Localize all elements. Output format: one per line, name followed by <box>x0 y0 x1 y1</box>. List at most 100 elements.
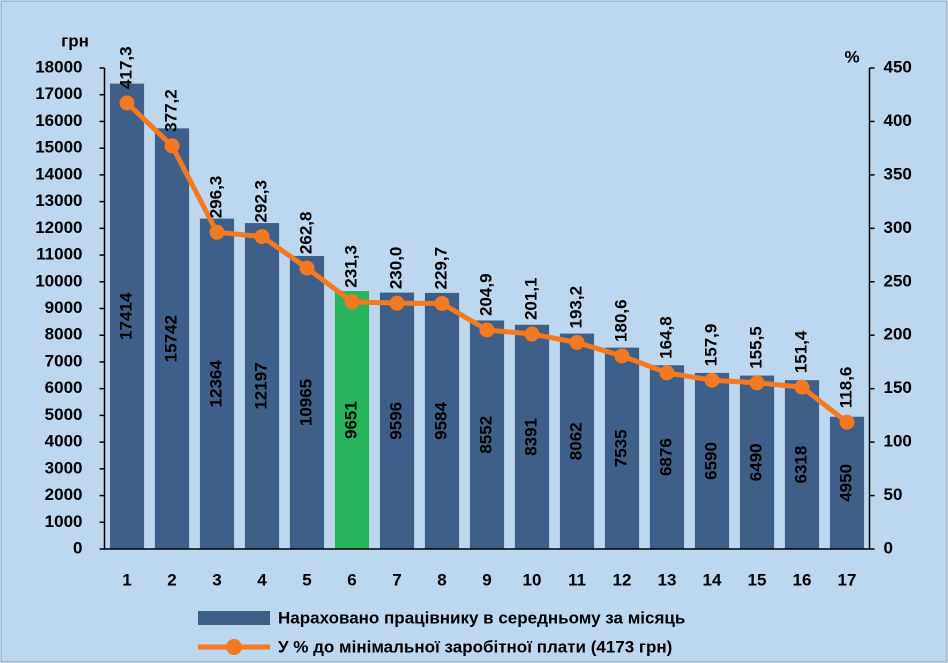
bar <box>469 320 505 549</box>
x-tick-label: 3 <box>212 570 221 589</box>
legend-label: У % до мінімальної заробітної плати (417… <box>278 637 672 656</box>
x-tick-label: 15 <box>748 570 767 589</box>
y-axis-unit: грн <box>61 31 89 50</box>
y-tick-label: 14000 <box>35 164 82 183</box>
y-tick-label: 13000 <box>35 191 82 210</box>
line-value-label: 229,7 <box>431 247 450 290</box>
y2-tick-label: 400 <box>884 111 912 130</box>
line-marker <box>614 348 630 364</box>
bar-value-label: 9584 <box>431 401 450 439</box>
y2-tick-label: 100 <box>884 432 912 451</box>
y2-tick-label: 300 <box>884 218 912 237</box>
x-tick-label: 12 <box>613 570 632 589</box>
legend-label: Нараховано працівнику в середньому за мі… <box>278 608 685 627</box>
x-tick-label: 7 <box>392 570 401 589</box>
line-value-label: 164,8 <box>656 316 675 359</box>
y-tick-label: 12000 <box>35 218 82 237</box>
bar-value-label: 12364 <box>206 360 225 408</box>
y2-tick-label: 350 <box>884 164 912 183</box>
x-tick-label: 4 <box>257 570 267 589</box>
bar <box>424 292 460 549</box>
line-value-label: 292,3 <box>251 180 270 223</box>
bar <box>109 83 145 549</box>
line-value-label: 180,6 <box>611 299 630 342</box>
bar <box>514 324 550 549</box>
line-value-label: 377,2 <box>161 89 180 132</box>
bar <box>244 223 280 549</box>
x-tick-label: 16 <box>793 570 812 589</box>
bar-value-label: 4950 <box>836 464 855 502</box>
line-value-label: 201,1 <box>521 277 540 320</box>
y-tick-label: 1000 <box>45 512 83 531</box>
line-marker <box>344 294 360 310</box>
x-tick-label: 8 <box>437 570 446 589</box>
x-tick-label: 5 <box>302 570 311 589</box>
y-tick-label: 4000 <box>45 432 83 451</box>
bar-value-label: 8552 <box>476 416 495 454</box>
bar-value-label: 8062 <box>566 422 585 460</box>
y2-tick-label: 150 <box>884 378 912 397</box>
line-marker <box>524 326 540 342</box>
line-marker <box>569 334 585 350</box>
x-tick-label: 13 <box>658 570 677 589</box>
line-value-label: 193,2 <box>566 286 585 329</box>
x-tick-label: 9 <box>482 570 491 589</box>
bar-value-label: 6318 <box>791 446 810 484</box>
bar-value-label: 8391 <box>521 418 540 456</box>
line-marker <box>479 322 495 338</box>
bar-value-label: 6590 <box>701 442 720 480</box>
x-tick-label: 2 <box>167 570 176 589</box>
bar <box>739 375 775 549</box>
line-marker <box>659 365 675 381</box>
y-tick-label: 17000 <box>35 84 82 103</box>
y2-axis-unit: % <box>844 47 859 66</box>
x-tick-label: 14 <box>703 570 722 589</box>
line-marker <box>794 379 810 395</box>
bar <box>154 128 190 549</box>
y-tick-label: 6000 <box>45 378 83 397</box>
line-value-label: 230,0 <box>386 247 405 290</box>
line-marker <box>164 138 180 154</box>
bar-value-label: 9596 <box>386 402 405 440</box>
bar-value-label: 9651 <box>341 401 360 439</box>
y-tick-label: 11000 <box>36 245 82 264</box>
bar-value-label: 15742 <box>161 315 180 362</box>
bar-value-label: 10965 <box>296 379 315 426</box>
legend-swatch-marker <box>226 639 242 655</box>
line-marker <box>839 414 855 430</box>
bar <box>559 333 595 549</box>
line-marker <box>704 372 720 388</box>
line-value-label: 118,6 <box>836 367 855 409</box>
y-tick-label: 8000 <box>45 325 83 344</box>
y2-tick-label: 200 <box>884 325 912 344</box>
line-marker <box>299 260 315 276</box>
bar <box>199 218 235 549</box>
line-value-label: 417,3 <box>116 46 135 89</box>
line-marker <box>119 95 135 111</box>
bar-value-label: 12197 <box>251 362 270 409</box>
line-value-label: 262,8 <box>296 212 315 255</box>
bar <box>334 291 370 549</box>
line-marker <box>389 295 405 311</box>
bar <box>784 380 820 549</box>
bar <box>694 372 730 549</box>
line-marker <box>749 375 765 391</box>
bar <box>649 365 685 549</box>
bar <box>379 292 415 549</box>
line-value-label: 155,5 <box>746 326 765 369</box>
x-tick-label: 17 <box>838 570 857 589</box>
bar-value-label: 6876 <box>656 438 675 476</box>
legend-swatch-bar <box>198 611 270 625</box>
bar-value-label: 17414 <box>116 292 135 340</box>
line-value-label: 157,9 <box>701 324 720 367</box>
bar <box>604 347 640 549</box>
y-tick-label: 7000 <box>45 351 83 370</box>
y-tick-label: 16000 <box>35 111 82 130</box>
line-value-label: 296,3 <box>206 176 225 219</box>
y-tick-label: 9000 <box>45 298 83 317</box>
line-marker <box>209 224 225 240</box>
bar <box>829 416 865 549</box>
bar <box>289 255 325 549</box>
x-tick-label: 11 <box>568 570 586 589</box>
x-tick-label: 6 <box>347 570 356 589</box>
